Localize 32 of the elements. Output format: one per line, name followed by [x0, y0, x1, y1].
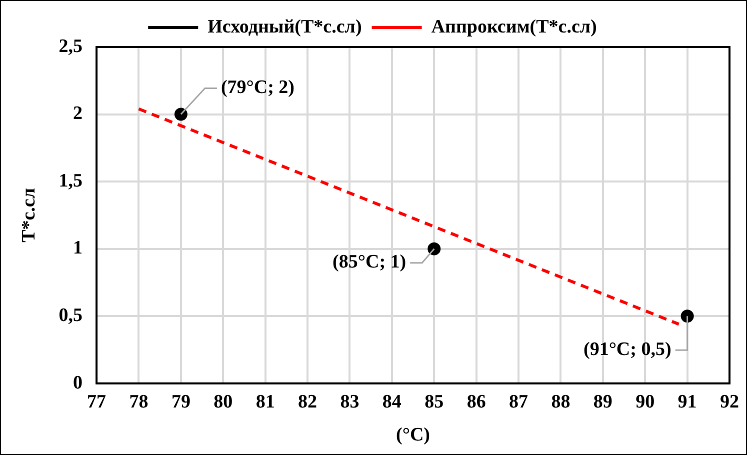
point [174, 108, 188, 121]
x-tick-label: 80 [214, 392, 233, 413]
annotation: (91°C; 0,5) [583, 339, 672, 360]
x-tick-label: 91 [678, 392, 697, 413]
y-tick-label: 0 [73, 372, 83, 394]
x-tick-label: 92 [720, 392, 739, 413]
y-tick-label: 0,5 [58, 305, 83, 326]
legend-label: Аппроксим(T*с.сл) [431, 16, 597, 38]
x-tick-label: 85 [424, 392, 444, 413]
x-tick-label: 83 [340, 392, 360, 413]
y-tick-label: 1,5 [58, 170, 83, 192]
x-tick-label: 90 [636, 392, 655, 413]
annotation: (79°C; 2) [220, 77, 295, 98]
x-tick-label: 88 [551, 392, 570, 413]
x-tick-label: 79 [171, 392, 190, 413]
x-tick-label: 82 [298, 392, 318, 413]
x-tick-label: 87 [509, 392, 529, 413]
legend-label: Исходный(T*с.сл) [208, 16, 362, 38]
y-tick-label: 2,5 [58, 36, 83, 57]
x-tick-label: 89 [593, 392, 612, 413]
x-tick-label: 86 [466, 392, 486, 413]
x-tick-label: 78 [129, 392, 148, 413]
annotation: (85°C; 1) [332, 252, 406, 273]
point [680, 310, 694, 323]
x-axis-title: (°C) [396, 424, 430, 446]
y-tick-label: 1 [73, 238, 83, 259]
x-tick-label: 84 [382, 392, 402, 413]
x-tick-label: 81 [256, 392, 275, 413]
y-axis-title: T*с.сл [18, 188, 40, 242]
x-tick-label: 77 [87, 392, 107, 413]
point [428, 242, 441, 256]
y-tick-label: 2 [73, 103, 83, 124]
